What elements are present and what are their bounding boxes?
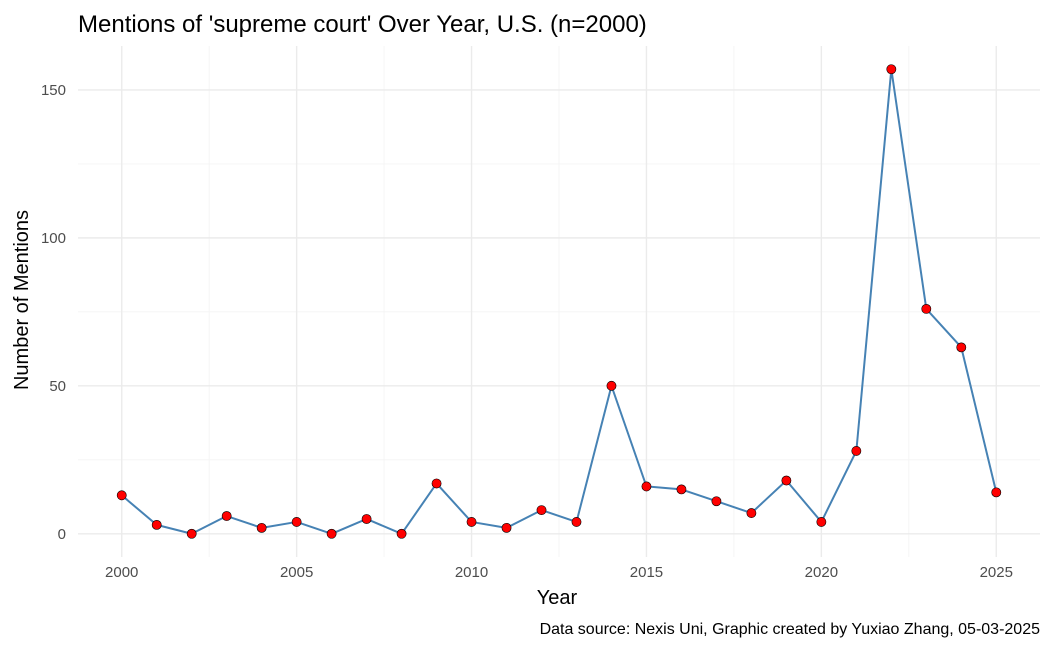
data-point-2024 [956,342,967,353]
data-point-2019 [781,475,792,486]
data-point-2010 [466,517,477,527]
data-point-2007 [361,514,372,524]
data-point-2003 [221,511,232,521]
grid [78,46,1040,557]
y-axis-title: Number of Mentions [11,210,33,390]
data-point-2012 [536,505,547,516]
series-line-layer [121,68,998,535]
data-point-2015 [641,481,652,492]
data-point-2005 [291,517,302,527]
y-tick-label: 50 [49,378,66,395]
data-point-2016 [676,484,687,495]
data-point-2009 [431,478,442,489]
series-line [121,68,998,535]
x-tick-label: 2015 [630,564,663,581]
data-point-2013 [571,517,582,527]
y-tick-label: 0 [58,526,66,543]
x-tick-label: 2010 [455,564,488,581]
data-point-2011 [501,522,512,533]
data-point-2023 [921,303,932,314]
x-axis-ticks: 2000 2005 2010 2015 2020 2025 [105,564,1013,581]
data-point-2006 [326,528,337,539]
data-point-2018 [746,508,757,518]
chart-title: Mentions of 'supreme court' Over Year, U… [78,11,647,38]
data-point-2021 [851,446,862,456]
data-point-2004 [256,522,267,533]
y-axis-ticks: 0 50 100 150 [41,82,66,543]
y-tick-label: 100 [41,230,66,247]
data-point-2025 [991,487,1002,498]
x-tick-label: 2000 [105,564,138,581]
x-axis-title: Year [537,587,578,609]
x-tick-label: 2020 [805,564,838,581]
data-point-2000 [116,490,127,501]
data-points [116,64,1002,539]
data-point-2017 [711,496,722,507]
data-point-2002 [186,528,197,539]
data-point-2001 [151,519,162,530]
chart-caption: Data source: Nexis Uni, Graphic created … [540,621,1041,638]
y-tick-label: 150 [41,82,66,99]
x-tick-label: 2025 [980,564,1013,581]
data-point-2008 [396,528,407,539]
data-point-2022 [886,64,897,75]
data-point-2020 [816,517,827,527]
x-tick-label: 2005 [280,564,313,581]
data-point-2014 [606,380,617,391]
